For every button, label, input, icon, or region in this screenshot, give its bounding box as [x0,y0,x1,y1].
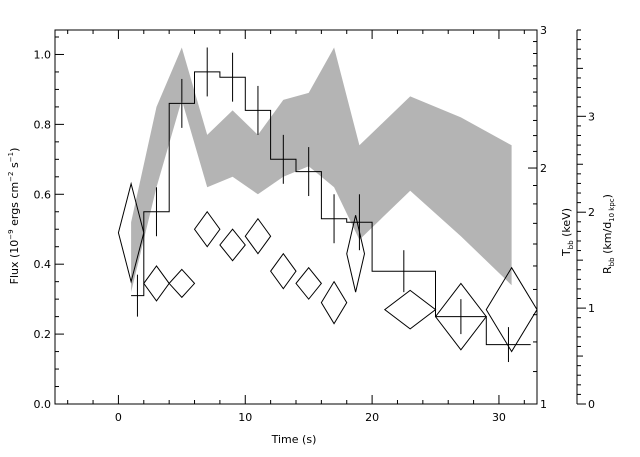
temperature-diamond-layer [117,181,538,353]
y-tick-label: 0.8 [34,118,52,131]
x-axis-label: Time (s) [271,433,317,446]
y-tick-label: 1.0 [34,48,52,61]
x-tick-label: 10 [238,411,252,424]
right-axis-2-tick-label: 3 [588,110,595,123]
right-axis-1-tick-label: 1 [540,398,547,411]
y-tick-label: 0.4 [34,258,52,271]
y-axis-label: Flux (10−9 ergs cm−2 s−1) [7,148,21,285]
y-tick-label: 0.0 [34,398,52,411]
temperature-diamond [485,266,538,353]
y-tick-label: 0.6 [34,188,52,201]
temperature-diamond [117,181,145,284]
temperature-diamond [346,215,366,293]
temperature-diamond [383,289,437,330]
x-tick-label: 20 [365,411,379,424]
temperature-diamond [434,282,487,351]
y-tick-label: 0.2 [34,328,52,341]
temperature-diamond [295,266,323,300]
temperature-diamond [320,280,348,325]
temperature-diamond [244,217,272,255]
right-axis-2-tick-label: 2 [588,206,595,219]
radius-band [131,47,512,293]
temperature-diamond [168,268,196,299]
right-axis-1-tick-label: 2 [540,162,547,175]
right-axis-1-label: Tbb (keV) [560,208,575,257]
temperature-diamond [270,252,297,290]
right-axis-2-label: Rbb (km/d10 kpc) [601,194,616,274]
right-axis-1-tick-label: 3 [540,24,547,37]
flux-step-layer [131,47,531,363]
temperature-diamond [219,228,246,262]
radius-band-layer [131,47,512,293]
temperature-diamond [193,210,221,248]
x-tick-label: 30 [492,411,506,424]
right-axis-2-tick-label: 0 [588,398,595,411]
right-axis-2-tick-label: 1 [588,302,595,315]
temperature-diamond [143,265,170,302]
x-tick-label: 0 [115,411,122,424]
